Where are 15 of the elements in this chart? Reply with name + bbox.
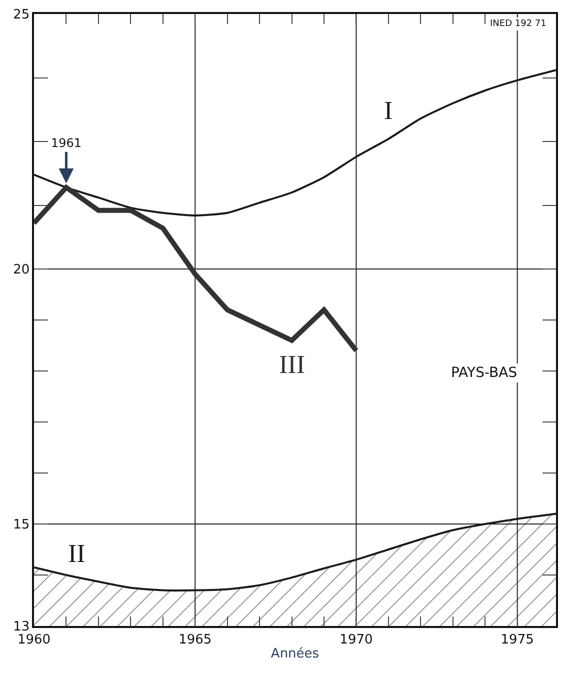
annotation: INED 192 71 [490, 19, 546, 29]
x-tick-label: 1960 [17, 632, 51, 648]
y-tick-label: 15 [13, 518, 30, 533]
x-axis-title: Années [270, 646, 320, 662]
series-label: III [279, 350, 305, 379]
y-tick-label: 20 [13, 262, 30, 278]
x-tick-label: 1970 [340, 632, 373, 648]
series-label: I [384, 96, 393, 125]
x-tick-label: 1965 [178, 632, 212, 648]
series-label: II [68, 539, 86, 568]
x-tick-label: 1975 [500, 632, 534, 648]
annotation: 1961 [51, 136, 82, 150]
y-tick-label: 25 [13, 8, 30, 23]
y-tick-label: 13 [13, 620, 30, 635]
annotation: PAYS-BAS [451, 365, 518, 381]
